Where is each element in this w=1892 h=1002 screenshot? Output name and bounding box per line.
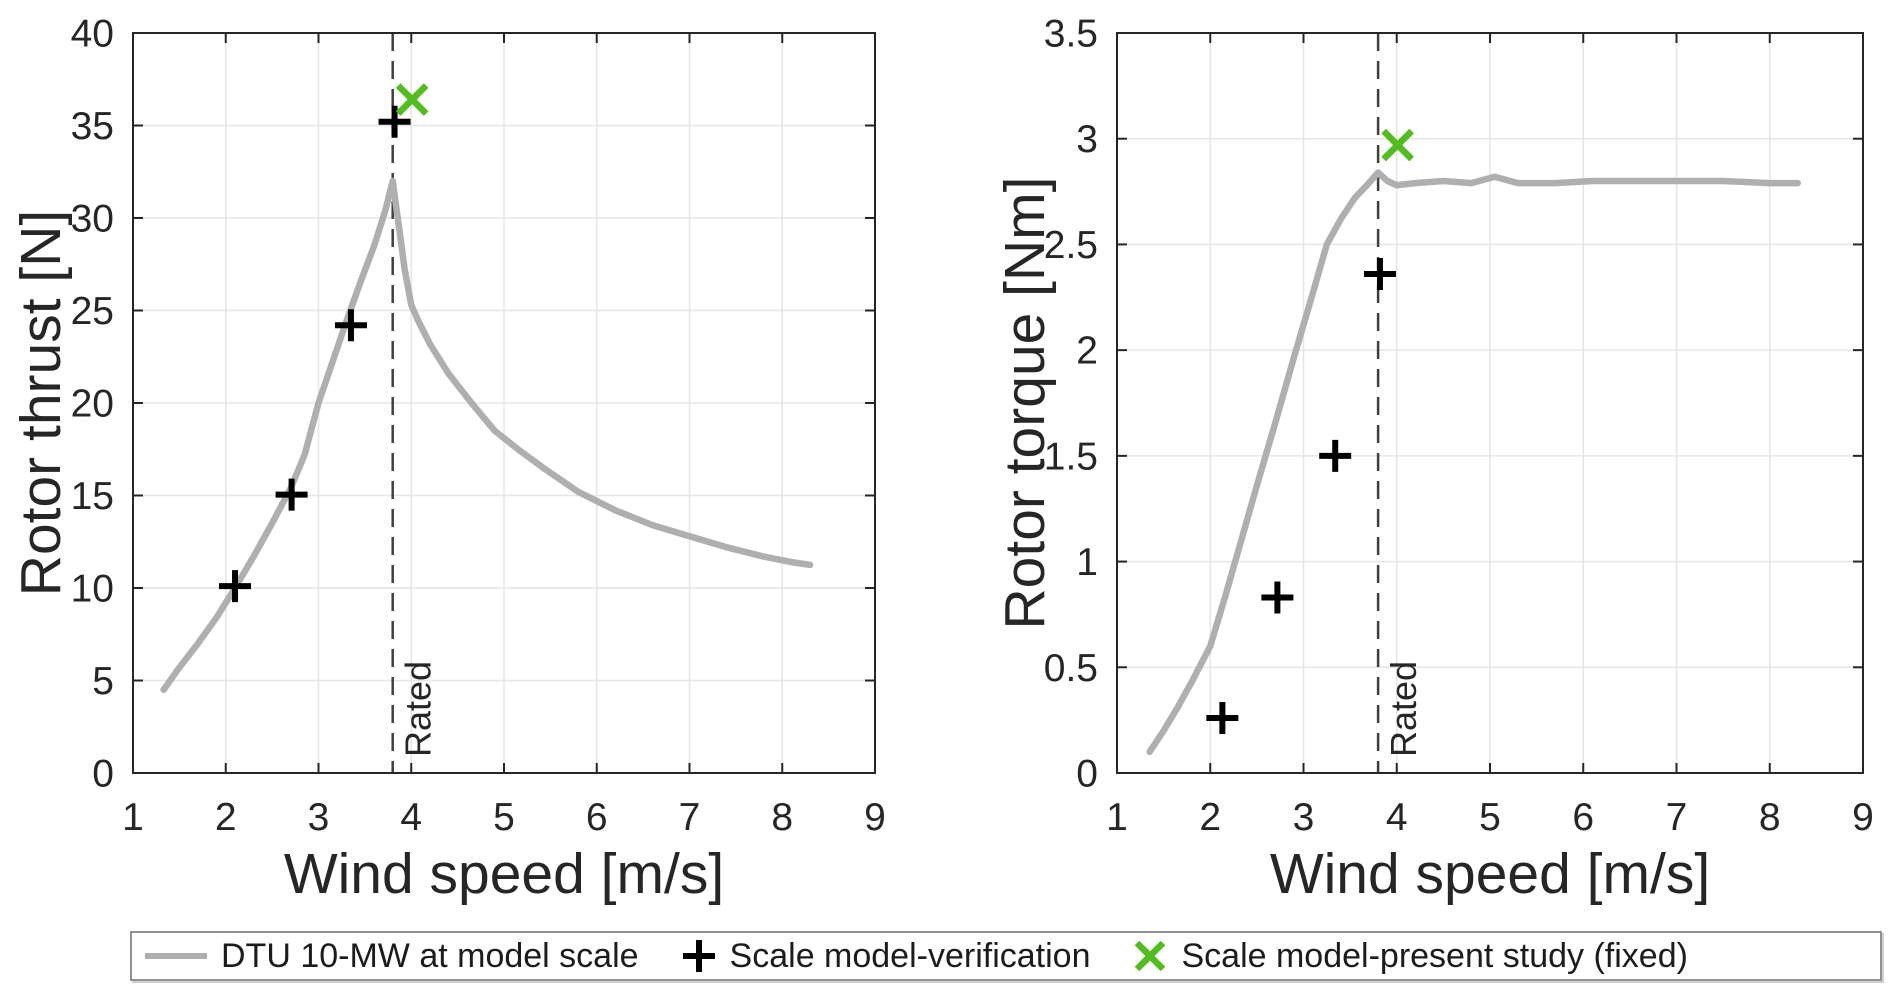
y-tick-label: 35 (71, 105, 114, 148)
x-tick-label: 3 (1293, 796, 1315, 839)
y-tick-label: 20 (71, 383, 114, 426)
rated-label: Rated (1383, 661, 1424, 757)
x-tick-label: 4 (400, 796, 422, 839)
y-tick-label: 40 (71, 13, 114, 56)
grid (133, 33, 875, 773)
x-tick-label: 1 (1106, 796, 1128, 839)
axis-ticks (1116, 32, 1864, 774)
legend-x-icon (1135, 940, 1166, 972)
legend-line-swatch (145, 953, 207, 959)
dtu-curve (160, 177, 814, 693)
y-tick-label: 1 (1076, 541, 1098, 584)
axis-ticks (132, 32, 876, 774)
x-tick-label: 7 (1666, 796, 1688, 839)
grid (1117, 33, 1863, 773)
legend-item-dtu: DTU 10-MW at model scale (221, 936, 639, 975)
dtu-curve (1146, 169, 1801, 756)
present-study-marker (395, 83, 429, 116)
x-tick-label: 2 (1199, 796, 1221, 839)
x-tick-label: 4 (1386, 796, 1408, 839)
y-tick-label: 25 (71, 290, 114, 333)
x-tick-label: 5 (1479, 796, 1501, 839)
x-tick-label: 6 (586, 796, 608, 839)
legend-plus-icon (682, 940, 715, 972)
x-axis-label: Wind speed [m/s] (1270, 842, 1710, 906)
torque-plot: 1 2 3 4 5 6 7 8 9 0 0.5 1 1.5 2 2.5 3 3.5 Wind speed [m/s… (993, 13, 1874, 907)
y-tick-label: 2 (1076, 330, 1098, 373)
y-tick-label: 3.5 (1044, 13, 1098, 56)
x-tick-label: 7 (679, 796, 701, 839)
x-tick-label: 8 (771, 796, 793, 839)
y-tick-label: 0.5 (1044, 647, 1098, 690)
x-axis-label: Wind speed [m/s] (284, 842, 724, 906)
present-study-marker (1381, 128, 1414, 162)
x-tick-label: 5 (493, 796, 515, 839)
x-tick-label: 2 (215, 796, 237, 839)
x-tick-label: 8 (1759, 796, 1781, 839)
x-marker (395, 83, 429, 116)
legend: DTU 10-MW at model scale Scale model-ver… (130, 931, 1882, 981)
x-tick-label: 6 (1572, 796, 1594, 839)
y-tick-label: 3 (1076, 118, 1098, 161)
y-tick-label: 0 (1076, 753, 1098, 796)
y-tick-label: 1.5 (1044, 435, 1098, 478)
y-tick-label: 30 (71, 198, 114, 241)
y-tick-label: 5 (92, 660, 114, 703)
thrust-plot: 1 2 3 4 5 6 7 8 9 0 5 10 15 20 25 30 35 40 Wind speed [m/s… (9, 13, 886, 907)
verification-markers (1206, 258, 1396, 735)
y-tick-label: 2.5 (1044, 224, 1098, 267)
y-tick-label: 10 (71, 568, 114, 611)
x-tick-label: 1 (122, 796, 144, 839)
verification-markers (219, 105, 411, 603)
x-tick-label: 9 (864, 796, 886, 839)
y-tick-label: 15 (71, 475, 114, 518)
y-axis-label: Rotor thrust [N] (9, 210, 73, 596)
legend-item-present-study: Scale model-present study (fixed) (1181, 936, 1688, 975)
y-axis-label: Rotor torque [Nm] (993, 177, 1057, 630)
x-tick-label: 3 (308, 796, 330, 839)
y-tick-label: 0 (92, 753, 114, 796)
x-marker (1381, 128, 1414, 162)
x-tick-label: 9 (1852, 796, 1874, 839)
rated-label: Rated (398, 661, 439, 757)
legend-item-verification: Scale model-verification (729, 936, 1091, 975)
